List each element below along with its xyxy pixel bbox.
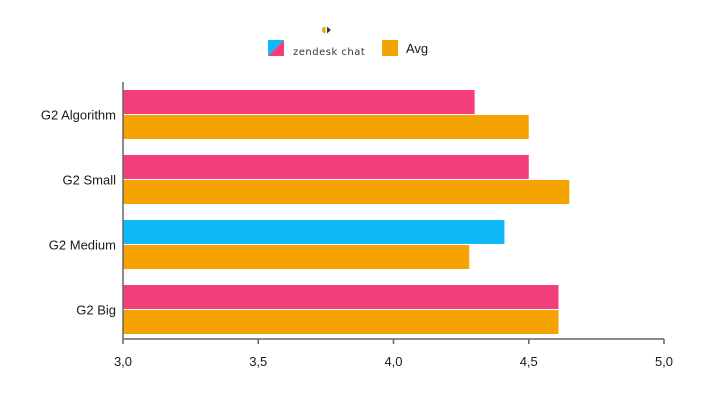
plot-area: G2 Algorithm G2 Small G2 Medium G2 Big 3,0 3,… [41, 82, 673, 369]
legend-label-avg: Avg [406, 41, 428, 56]
bar-g2-algorithm-avg [123, 115, 529, 139]
x-tick-label-0: 3,0 [114, 354, 132, 369]
x-tick-label-1: 3,5 [249, 354, 267, 369]
legend-swatch-zendesk-accent [268, 40, 284, 56]
x-tick-label-2: 4,0 [384, 354, 402, 369]
bar-g2-big-avg [123, 310, 559, 334]
bar-g2-big-zendesk-chat [123, 285, 559, 309]
bar-g2-small-avg [123, 180, 570, 204]
legend: zendesk chat Avg [268, 26, 428, 58]
category-label-g2-small: G2 Small [63, 173, 117, 188]
legend-item-zendesk-chat: zendesk chat [268, 26, 365, 58]
category-label-g2-big: G2 Big [76, 303, 116, 318]
zendesk-logo-icon [322, 26, 331, 34]
x-tick-label-4: 5,0 [655, 354, 673, 369]
bar-g2-small-zendesk-chat [123, 155, 529, 179]
legend-label-zendesk: zendesk chat [293, 47, 365, 58]
category-label-g2-medium: G2 Medium [49, 238, 116, 253]
bar-g2-medium-avg [123, 245, 470, 269]
category-label-g2-algorithm: G2 Algorithm [41, 108, 116, 123]
bar-g2-algorithm-zendesk-chat [123, 90, 475, 114]
bar-g2-medium-zendesk-chat [123, 220, 505, 244]
legend-item-avg: Avg [382, 40, 428, 56]
legend-swatch-avg [382, 40, 398, 56]
x-tick-label-3: 4,5 [520, 354, 538, 369]
